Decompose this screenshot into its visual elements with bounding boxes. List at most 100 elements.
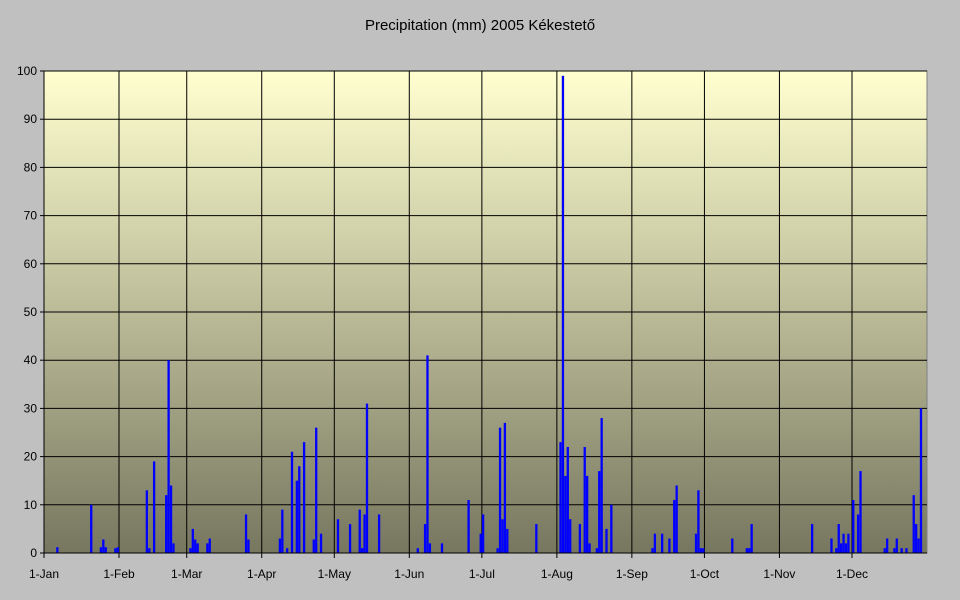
- precip-bar: [883, 548, 886, 553]
- precip-bar: [702, 548, 705, 553]
- precip-bar: [281, 509, 284, 553]
- precip-bar: [694, 533, 698, 553]
- precip-bar: [885, 538, 889, 553]
- precip-bar: [835, 548, 838, 553]
- precip-bar: [165, 495, 168, 553]
- precip-bar: [481, 514, 485, 553]
- x-tick-label: 1-Aug: [541, 567, 573, 581]
- precip-bar: [503, 422, 507, 553]
- precip-bar: [840, 543, 843, 553]
- gridlines: [44, 70, 927, 553]
- precip-bar: [290, 451, 294, 553]
- precip-bar: [90, 504, 93, 553]
- precip-bar: [302, 442, 306, 553]
- x-tick-label: 1-May: [318, 567, 351, 581]
- precip-bar: [745, 548, 748, 553]
- precip-bar: [358, 509, 361, 553]
- precip-bar: [496, 548, 499, 553]
- precip-bar: [247, 539, 250, 553]
- precip-bar: [423, 524, 427, 553]
- precip-bar: [56, 547, 59, 553]
- precip-bar: [315, 427, 318, 553]
- precip-bar: [830, 538, 833, 553]
- precip-bar: [191, 528, 194, 553]
- precip-bar: [748, 548, 751, 553]
- precip-bar: [169, 485, 173, 553]
- precip-bar: [915, 524, 918, 553]
- precip-bar: [559, 442, 562, 553]
- x-tick-label: 1-Nov: [763, 567, 795, 581]
- y-tick-label: 40: [24, 353, 38, 367]
- precip-bar: [595, 548, 598, 553]
- precip-bar: [668, 538, 671, 553]
- precip-bar: [152, 461, 156, 553]
- precip-bar: [585, 475, 589, 553]
- x-tick-label: 1-Apr: [247, 567, 276, 581]
- precip-bar: [600, 418, 603, 553]
- chart-title: Precipitation (mm) 2005 Kékestető: [365, 17, 595, 34]
- precip-bar: [847, 533, 850, 553]
- precip-bar: [673, 499, 676, 553]
- precip-bar: [348, 524, 352, 553]
- precip-bar: [893, 548, 896, 553]
- x-tick-label: 1-Sep: [616, 567, 648, 581]
- x-tick-label: 1-Jan: [29, 567, 59, 581]
- precip-bar: [731, 538, 734, 553]
- precip-bar: [699, 548, 702, 553]
- precip-bar: [278, 538, 282, 553]
- y-tick-label: 100: [17, 64, 37, 78]
- precip-bar: [319, 533, 323, 553]
- x-tick-label: 1-Feb: [103, 567, 135, 581]
- precip-bar: [610, 504, 613, 553]
- precip-bar: [361, 548, 364, 553]
- precip-bar: [286, 548, 289, 553]
- precip-bar: [99, 547, 103, 553]
- precip-bar: [206, 543, 209, 553]
- precip-bar: [675, 485, 678, 553]
- precip-bar: [295, 480, 298, 553]
- precip-bar: [426, 355, 429, 553]
- precip-bar: [506, 528, 509, 553]
- bars: [56, 75, 923, 553]
- precip-bar: [498, 427, 502, 553]
- precip-bar: [244, 514, 248, 553]
- y-tick-label: 20: [24, 450, 38, 464]
- precip-bar: [837, 524, 840, 553]
- x-tick-label: 1-Jun: [394, 567, 424, 581]
- precip-bar: [653, 533, 657, 553]
- precip-bar: [564, 475, 567, 553]
- y-tick-label: 30: [24, 401, 38, 415]
- precip-bar: [583, 446, 586, 553]
- precip-bar: [312, 539, 315, 553]
- precip-bar: [569, 519, 572, 553]
- precip-bar: [194, 539, 197, 553]
- x-tick-label: 1-Dec: [836, 567, 868, 581]
- precip-bar: [859, 471, 862, 553]
- precip-bar: [900, 548, 903, 553]
- precip-bar: [479, 533, 482, 553]
- precip-bar: [172, 543, 175, 553]
- precip-bar: [102, 539, 105, 553]
- precip-bar: [895, 538, 898, 553]
- y-tick-label: 80: [24, 160, 38, 174]
- precip-bar: [416, 548, 419, 553]
- precip-bar: [917, 538, 920, 553]
- precip-bar: [750, 524, 753, 553]
- precip-bar: [365, 403, 369, 553]
- precip-bar: [697, 490, 700, 553]
- precip-bar: [566, 446, 569, 553]
- precip-bar: [501, 519, 504, 553]
- x-tick-label: 1-Jul: [469, 567, 495, 581]
- y-tick-label: 60: [24, 257, 38, 271]
- precip-bar: [377, 514, 381, 553]
- precip-bar: [561, 75, 565, 553]
- x-tick-label: 1-Mar: [171, 567, 202, 581]
- precip-bar: [208, 538, 211, 553]
- precip-bar: [660, 533, 664, 553]
- precip-bar: [148, 548, 151, 553]
- precip-bar: [114, 548, 117, 553]
- y-tick-label: 0: [30, 546, 37, 560]
- precip-bar: [912, 495, 915, 553]
